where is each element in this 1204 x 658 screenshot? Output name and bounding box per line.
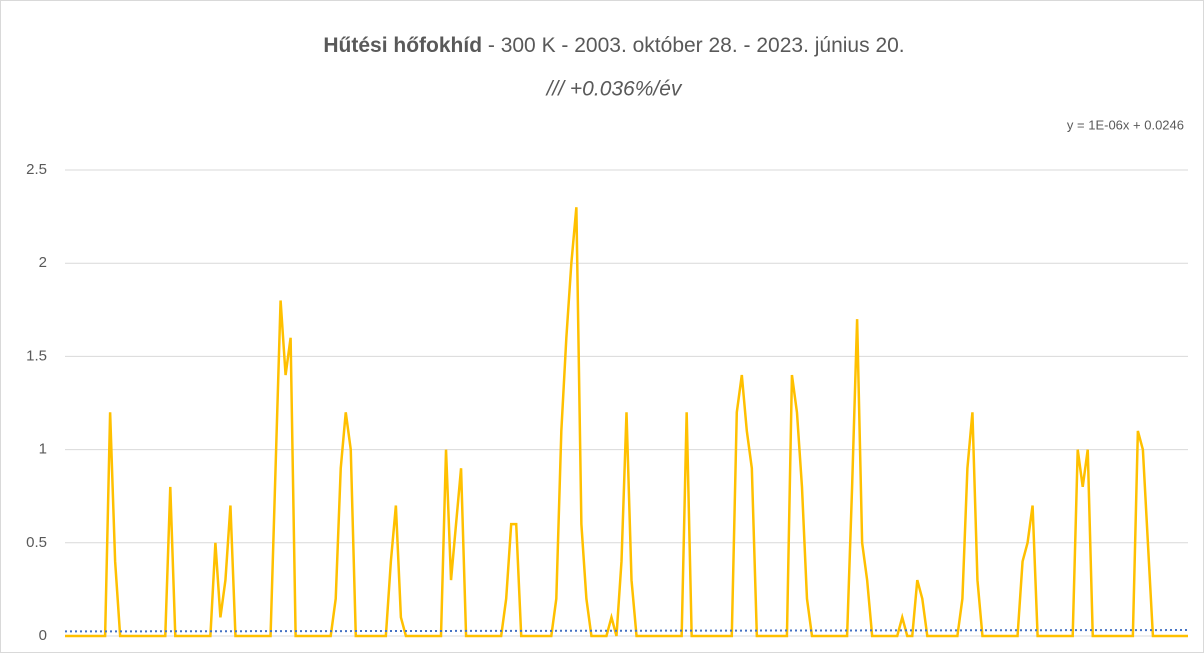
trendline-equation: y = 1E-06x + 0.0246 — [1067, 117, 1184, 132]
y-tick-label: 0.5 — [26, 534, 47, 551]
y-tick-label: 2.5 — [26, 161, 47, 178]
chart-subtitle: /// +0.036%/év — [545, 78, 683, 101]
chart-title: Hűtési hőfokhíd - 300 K - 2003. október … — [323, 34, 904, 57]
y-tick-label: 2 — [39, 254, 47, 271]
trendline — [64, 629, 1189, 633]
y-tick-label: 1 — [39, 441, 47, 458]
title-rest: - 300 K - 2003. október 28. - 2023. júni… — [482, 34, 905, 57]
y-tick-label: 1.5 — [26, 347, 47, 364]
y-tick-label: 0 — [39, 627, 47, 644]
data-line — [65, 207, 1188, 638]
title-bold: Hűtési hőfokhíd — [323, 34, 482, 57]
